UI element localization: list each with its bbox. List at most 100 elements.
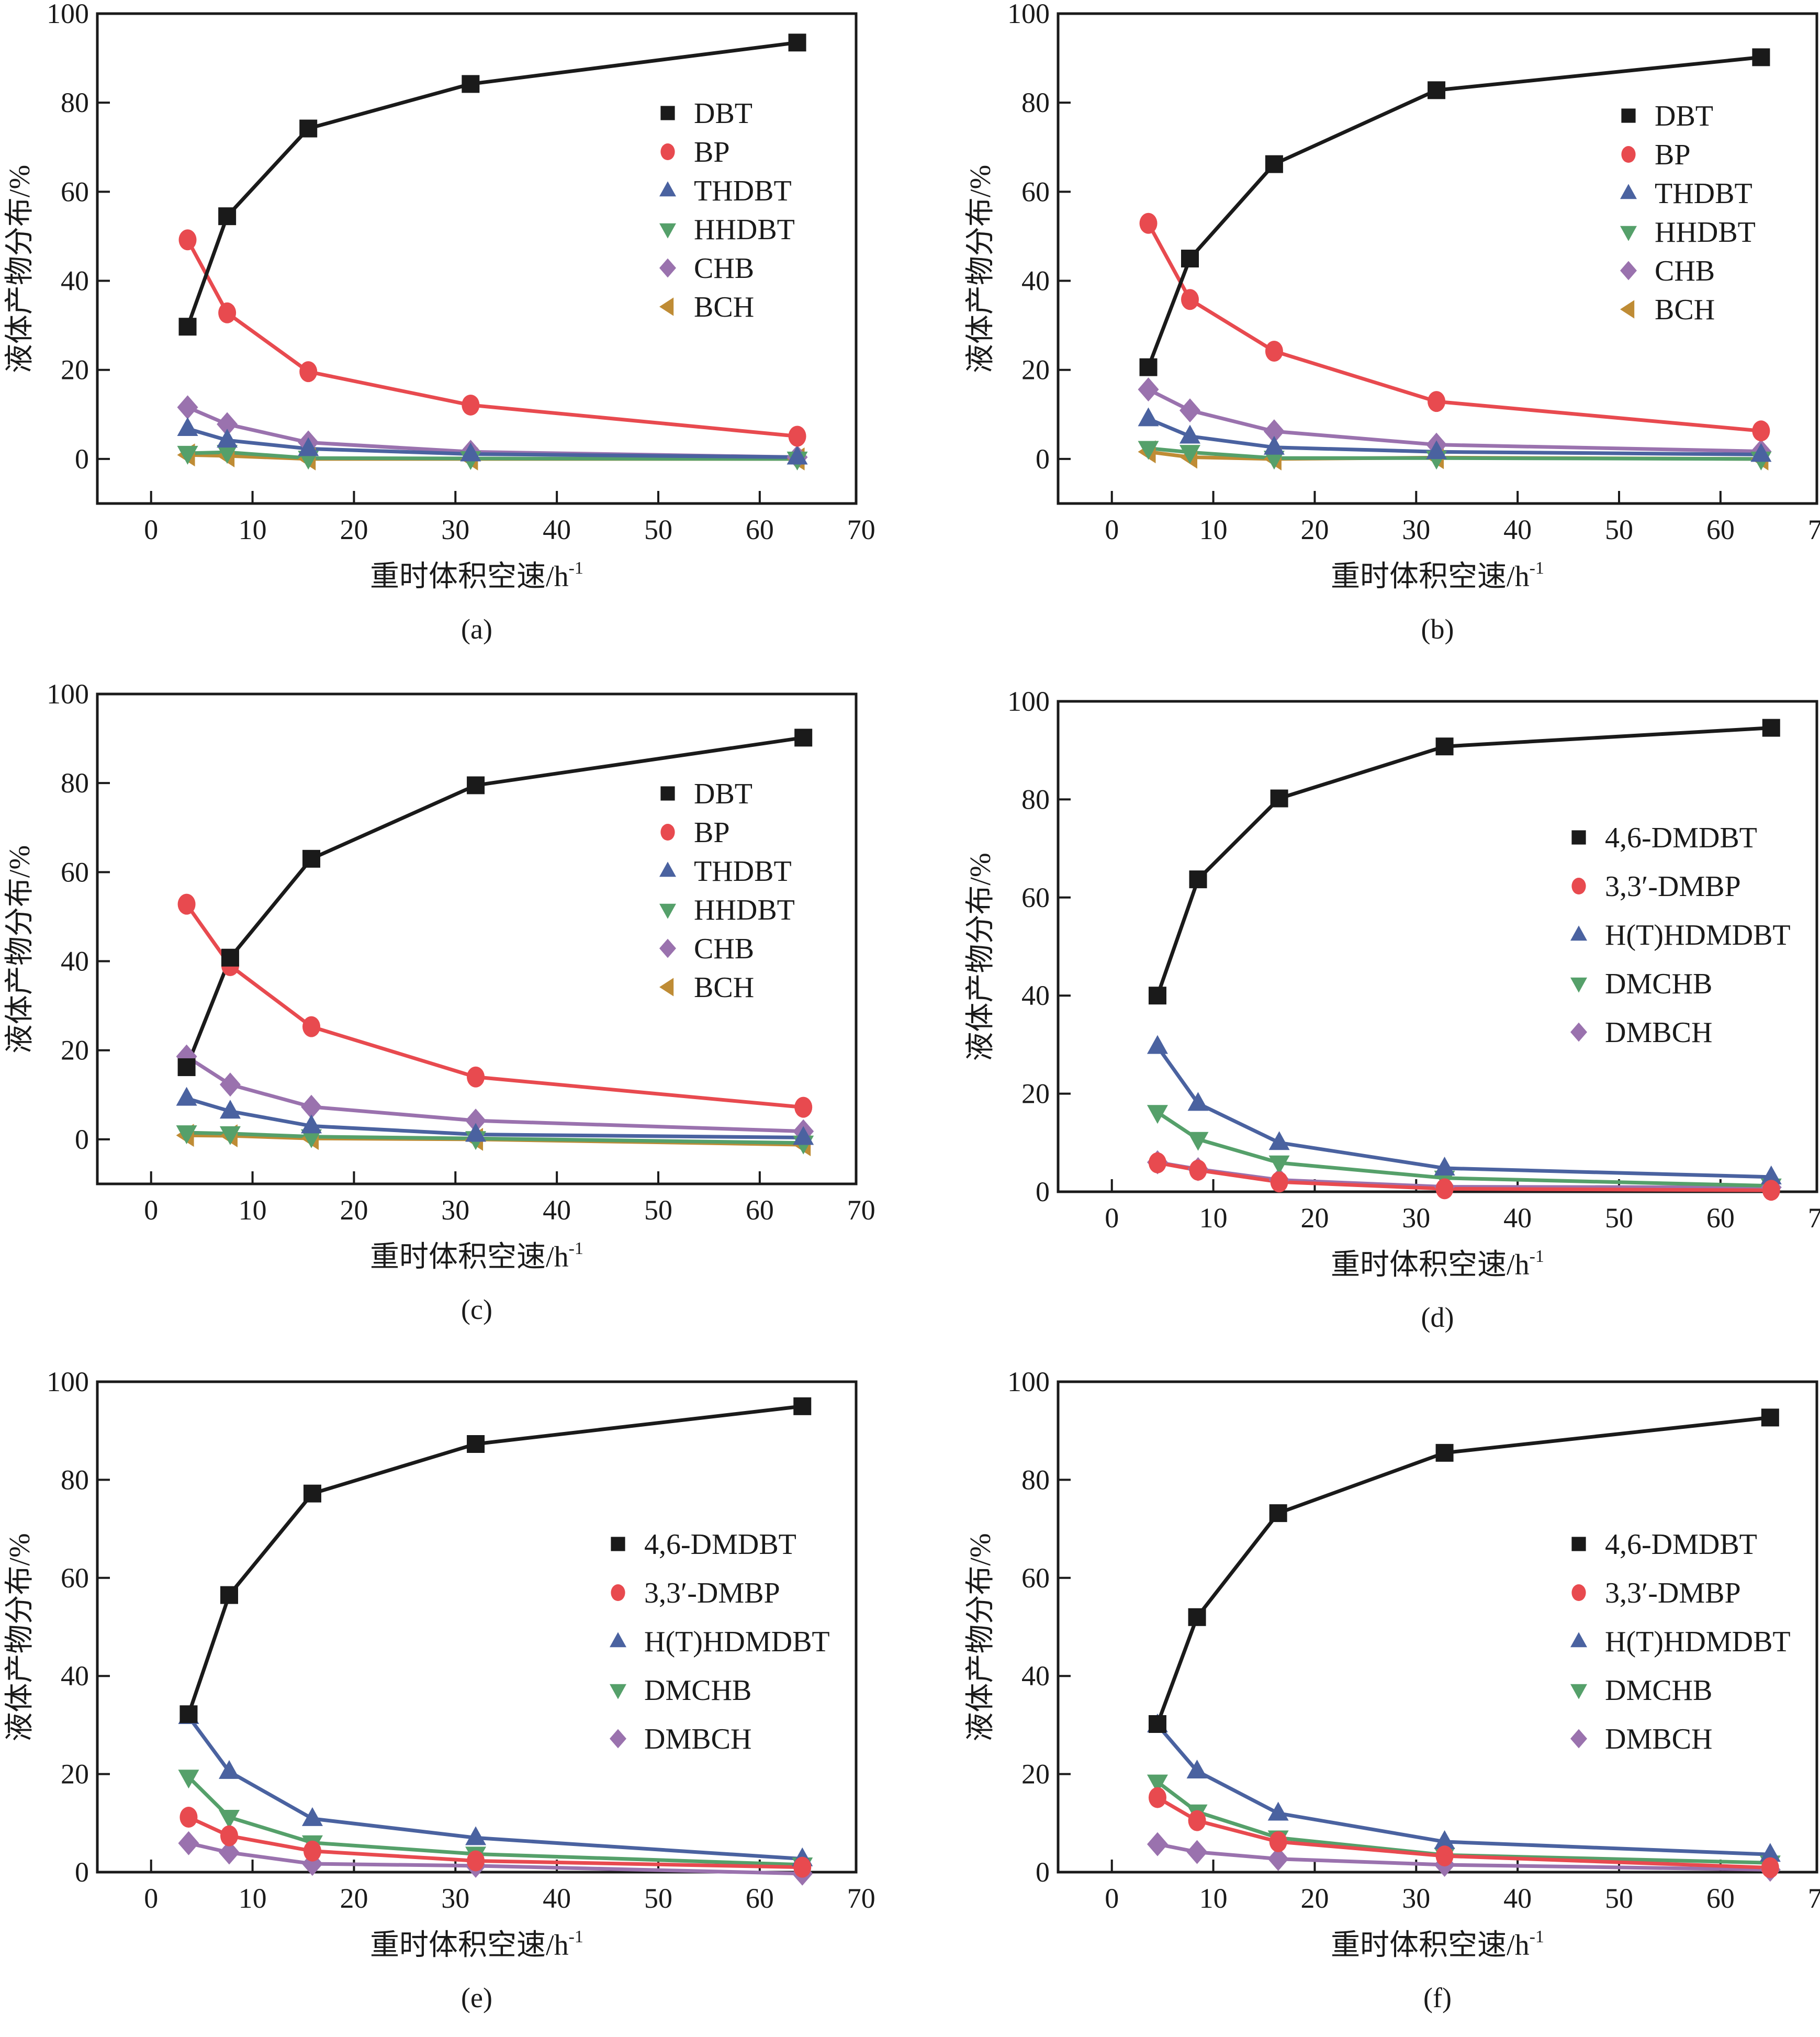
x-tick-label: 50	[1605, 514, 1633, 545]
y-tick-label: 100	[47, 1366, 89, 1397]
data-point-BP	[794, 1096, 813, 1118]
chart-f: 0 10 20 30 40 50 60 70 0 20 40 60 80 100 重时体积空速/h-1 液体产…	[964, 1366, 1820, 2013]
y-tick-label: 80	[1021, 87, 1050, 118]
legend-marker-4,6-DMDBT	[1571, 830, 1586, 845]
data-point-DMCHB	[1187, 1132, 1209, 1151]
legend-label: DMBCH	[644, 1723, 751, 1755]
legend-label: 3,3′-DMBP	[644, 1577, 780, 1609]
data-point-DBT	[1265, 155, 1283, 173]
data-point-3,3′-DMBP	[1188, 1810, 1206, 1831]
x-axis-title: 重时体积空速/h-1	[1331, 1247, 1544, 1281]
y-axis-title: 液体产物分布/%	[4, 845, 36, 1054]
legend-label: THDBT	[1655, 177, 1752, 210]
data-point-CHB	[1263, 419, 1285, 444]
data-point-4,6-DMDBT	[793, 1397, 812, 1415]
x-tick-label: 30	[441, 514, 469, 545]
x-tick-label: 10	[1199, 514, 1228, 545]
legend-marker-DBT	[1621, 108, 1636, 123]
legend-label: H(T)HDMDBT	[644, 1626, 830, 1658]
x-axis-title-text: 重时体积空速/h	[370, 1241, 569, 1273]
data-point-DMBCH	[1267, 1846, 1289, 1871]
data-point-THDBT	[217, 429, 238, 448]
legend-marker-DMBCH	[1570, 1729, 1587, 1749]
legend-label: DMCHB	[644, 1674, 751, 1707]
x-tick-label: 40	[1503, 514, 1532, 545]
x-tick-label: 40	[543, 514, 571, 545]
y-tick-label: 60	[1021, 882, 1050, 913]
y-tick-label: 40	[61, 265, 89, 297]
y-tick-label: 0	[75, 1856, 89, 1888]
x-tick-label: 0	[1105, 1883, 1119, 1914]
x-tick-label: 20	[340, 1194, 368, 1226]
data-point-DBT	[299, 119, 318, 138]
x-axis-title-superscript: -1	[569, 1239, 583, 1258]
legend-marker-DMCHB	[610, 1684, 626, 1699]
legend-label: DMCHB	[1605, 968, 1712, 1000]
x-tick-label: 0	[1105, 1202, 1119, 1234]
data-point-BP	[1265, 340, 1283, 362]
data-point-THDBT	[1750, 443, 1772, 462]
legend-marker-DMCHB	[1570, 977, 1587, 993]
x-axis-title-text: 重时体积空速/h	[1331, 1249, 1530, 1281]
panel-label: (b)	[1421, 613, 1454, 645]
chart-b: 0 10 20 30 40 50 60 70 0 20 40 60 80 100 重时体积空速/h-1 液体产…	[964, 0, 1820, 645]
x-tick-label: 20	[1300, 1202, 1329, 1234]
data-point-THDBT	[460, 442, 481, 462]
data-point-3,3′-DMBP	[1435, 1178, 1454, 1200]
y-tick-label: 40	[61, 1660, 89, 1692]
data-point-H(T)HDMDBT	[1147, 1035, 1168, 1054]
panel-c: 0 10 20 30 40 50 60 70 0 20 40 60 80 100 重时体积空速/h-1 液体产…	[0, 680, 910, 1357]
legend-label: CHB	[694, 933, 754, 965]
x-tick-label: 60	[746, 1883, 774, 1914]
data-point-HHDBT	[1138, 441, 1159, 460]
x-axis-title: 重时体积空速/h-1	[370, 558, 583, 593]
data-point-3,3′-DMBP	[467, 1850, 485, 1872]
y-tick-label: 100	[1007, 1366, 1050, 1397]
data-point-DBT	[218, 207, 237, 226]
panel-label: (f)	[1423, 1982, 1452, 2013]
data-point-HHDBT	[176, 1125, 197, 1145]
data-point-H(T)HDMDBT	[1268, 1131, 1290, 1150]
legend-label: CHB	[694, 252, 754, 285]
data-point-DMCHB	[1268, 1155, 1290, 1174]
data-point-H(T)HDMDBT	[1760, 1165, 1782, 1184]
x-tick-label: 20	[340, 1883, 368, 1914]
x-tick-label: 0	[144, 1883, 158, 1914]
data-point-CHB	[465, 1109, 487, 1133]
legend-label: BCH	[1655, 294, 1715, 326]
y-tick-label: 20	[1021, 354, 1050, 386]
data-point-H(T)HDMDBT	[465, 1826, 487, 1845]
legend-label: BCH	[694, 291, 754, 323]
x-tick-label: 50	[644, 1194, 672, 1226]
x-tick-label: 60	[746, 1194, 774, 1226]
series-line-THDBT	[186, 1096, 804, 1140]
legend-marker-DBT	[660, 106, 675, 120]
data-point-THDBT	[176, 1087, 197, 1106]
data-point-DBT	[467, 776, 485, 794]
y-tick-label: 100	[47, 680, 89, 710]
y-tick-label: 20	[1021, 1759, 1050, 1790]
data-point-BP	[177, 893, 196, 915]
x-axis-title-superscript: -1	[569, 558, 583, 578]
panel-label: (e)	[461, 1982, 492, 2013]
y-axis-title: 液体产物分布/%	[4, 1533, 36, 1741]
x-tick-label: 20	[1300, 514, 1329, 545]
x-tick-label: 10	[1199, 1202, 1228, 1234]
x-tick-label: 70	[1808, 514, 1820, 545]
data-point-THDBT	[298, 437, 319, 456]
panel-d: 0 10 20 30 40 50 60 70 0 20 40 60 80 100 重时体积空速/h-1 液体产…	[910, 680, 1820, 1357]
data-point-4,6-DMDBT	[467, 1435, 485, 1453]
y-tick-label: 100	[47, 0, 89, 29]
data-point-BP	[178, 229, 197, 251]
data-point-DBT	[302, 849, 321, 868]
y-tick-label: 80	[61, 767, 89, 799]
legend-marker-CHB	[659, 938, 676, 958]
data-point-3,3′-DMBP	[1148, 1152, 1166, 1173]
legend-marker-4,6-DMDBT	[1571, 1537, 1586, 1551]
x-axis-title-text: 重时体积空速/h	[370, 1929, 569, 1962]
x-tick-label: 10	[239, 1194, 267, 1226]
legend-label: DBT	[1655, 100, 1713, 132]
chart-a: 0 10 20 30 40 50 60 70 0 20 40 60 80 100 重时体积空速/h-1 液体产…	[4, 0, 875, 645]
data-point-BP	[467, 1066, 485, 1088]
legend-marker-DMCHB	[1570, 1684, 1587, 1699]
